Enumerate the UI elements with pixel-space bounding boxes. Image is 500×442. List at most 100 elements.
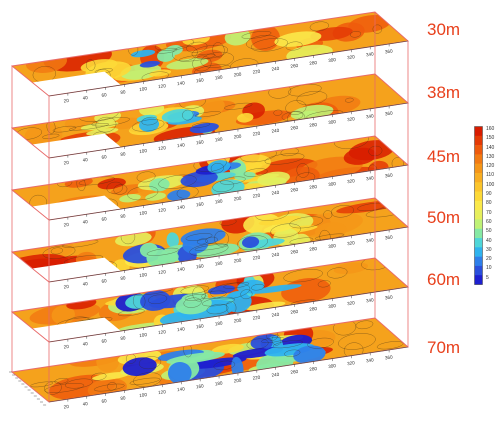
x-tick-label: 240 [271, 66, 280, 72]
color-scale-tick: 160 [486, 126, 495, 132]
x-tick-label: 120 [158, 389, 167, 395]
x-tick-label: 260 [290, 187, 299, 193]
x-tick-label: 300 [328, 57, 337, 63]
x-tick-label: 220 [252, 131, 261, 137]
color-scale-tick: 40 [486, 237, 492, 244]
x-tick-label: 180 [215, 260, 224, 266]
color-scale-tick: 50 [486, 228, 492, 235]
color-scale-tick: 110 [486, 172, 494, 179]
x-tick-label: 120 [158, 145, 167, 151]
x-tick-label: 140 [177, 386, 186, 392]
depth-label-60m: 60m [427, 270, 461, 289]
x-tick-label: 320 [347, 360, 356, 366]
x-tick-label: 340 [366, 51, 375, 57]
x-tick-label: 140 [177, 326, 186, 332]
x-tick-label: 340 [366, 113, 375, 119]
x-tick-label: 220 [252, 255, 261, 261]
x-tick-label: 160 [196, 383, 205, 389]
x-tick-label: 60 [101, 92, 107, 98]
x-tick-label: 120 [158, 269, 167, 275]
x-tick-label: 260 [290, 63, 299, 69]
color-scale-bar [474, 126, 483, 285]
x-tick-label: 120 [158, 207, 167, 213]
x-tick-label: 60 [101, 398, 107, 404]
x-tick-label: 300 [328, 119, 337, 125]
depth-slice: 20 40 60 80 100 120 140 160 180 200 220 240 260 280 30… [10, 73, 410, 166]
color-scale-tick: 60 [486, 218, 492, 225]
x-tick-label: 200 [233, 72, 242, 78]
x-tick-label: 20 [63, 98, 69, 104]
color-scale-tick: 90 [486, 191, 492, 198]
x-tick-label: 300 [328, 243, 337, 249]
x-tick-label: 340 [366, 237, 375, 243]
x-tick-label: 80 [120, 213, 126, 219]
x-tick-label: 360 [385, 48, 394, 54]
x-tick-label: 280 [309, 184, 318, 190]
x-tick-label: 80 [120, 395, 126, 401]
x-tick-label: 100 [139, 210, 148, 216]
x-tick-label: 100 [139, 86, 148, 92]
x-tick-label: 180 [215, 380, 224, 386]
depth-label-38m: 38m [427, 83, 461, 102]
x-tick-label: 100 [139, 332, 148, 338]
x-tick-label: 220 [252, 375, 261, 381]
x-tick-label: 260 [290, 369, 299, 375]
depth-label-45m: 45m [427, 147, 461, 166]
color-scale-tick: 150 [486, 135, 495, 142]
color-scale-tick: 5 [486, 274, 489, 281]
x-axis: 20 40 60 80 100 120 140 160 180 200 220 240 260 280 30… [48, 40, 409, 104]
x-tick-label: 320 [347, 240, 356, 246]
x-axis: 20 40 60 80 100 120 140 160 180 200 220 240 260 280 30… [48, 102, 409, 166]
color-scale-tick: 120 [486, 163, 495, 170]
x-tick-label: 220 [252, 315, 261, 321]
x-tick-label: 40 [82, 157, 88, 163]
x-tick-label: 360 [385, 294, 394, 300]
x-tick-label: 20 [63, 284, 69, 290]
x-tick-label: 240 [271, 128, 280, 134]
x-tick-label: 60 [101, 338, 107, 344]
x-tick-label: 280 [309, 60, 318, 66]
x-tick-label: 60 [101, 154, 107, 160]
color-scale-tick: 10 [486, 265, 492, 272]
x-tick-label: 240 [271, 372, 280, 378]
x-tick-label: 160 [196, 139, 205, 145]
x-tick-label: 240 [271, 312, 280, 318]
depth-label-50m: 50m [427, 208, 461, 227]
color-scale-tick: 70 [486, 209, 492, 216]
x-tick-label: 280 [309, 122, 318, 128]
x-tick-label: 260 [290, 309, 299, 315]
x-tick-label: 200 [233, 318, 242, 324]
x-tick-label: 80 [120, 335, 126, 341]
x-tick-label: 140 [177, 266, 186, 272]
x-tick-label: 60 [101, 216, 107, 222]
x-axis: 20 40 60 80 100 120 140 160 180 200 220 240 260 280 30… [48, 226, 409, 290]
x-tick-label: 240 [271, 190, 280, 196]
x-tick-label: 40 [82, 341, 88, 347]
x-axis: 20 40 60 80 100 120 140 160 180 200 220 240 260 280 30… [48, 286, 409, 350]
x-tick-label: 320 [347, 54, 356, 60]
x-axis: 20 40 60 80 100 120 140 160 180 200 220 240 260 280 30… [48, 346, 409, 410]
x-tick-label: 40 [82, 219, 88, 225]
x-axis: 20 40 60 80 100 120 140 160 180 200 220 240 260 280 30… [48, 164, 409, 228]
depth-slice: 20 40 60 80 100 120 140 160 180 200 220 240 260 280 30… [10, 257, 410, 350]
x-tick-label: 360 [385, 234, 394, 240]
x-tick-label: 180 [215, 74, 224, 80]
x-tick-label: 260 [290, 125, 299, 131]
x-tick-label: 340 [366, 297, 375, 303]
x-tick-label: 40 [82, 95, 88, 101]
x-tick-label: 200 [233, 196, 242, 202]
x-tick-label: 340 [366, 357, 375, 363]
x-tick-label: 80 [120, 275, 126, 281]
x-tick-label: 80 [120, 151, 126, 157]
x-tick-label: 100 [139, 392, 148, 398]
x-tick-label: 200 [233, 258, 242, 264]
x-tick-label: 40 [82, 401, 88, 407]
x-tick-label: 320 [347, 300, 356, 306]
x-tick-label: 220 [252, 193, 261, 199]
x-tick-label: 60 [101, 278, 107, 284]
x-tick-label: 220 [252, 69, 261, 75]
x-tick-label: 20 [63, 344, 69, 350]
x-tick-label: 180 [215, 198, 224, 204]
depth-label-70m: 70m [427, 338, 461, 357]
x-tick-label: 300 [328, 363, 337, 369]
